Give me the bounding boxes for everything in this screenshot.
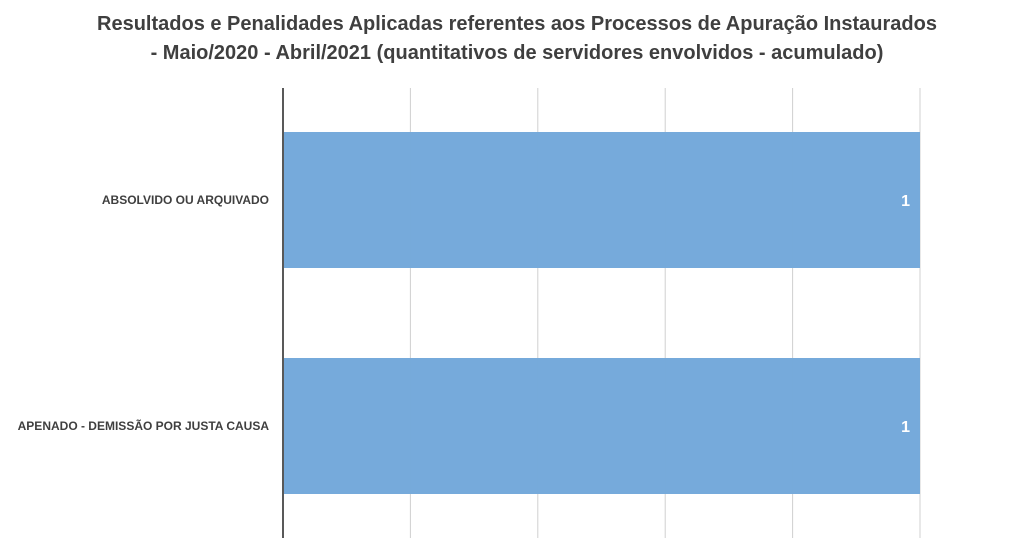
- bars: 11: [283, 132, 920, 494]
- data-label: 1: [901, 419, 910, 436]
- category-labels: ABSOLVIDO OU ARQUIVADO APENADO - DEMISSÃO…: [18, 193, 270, 433]
- category-label: ABSOLVIDO OU ARQUIVADO: [102, 193, 269, 207]
- category-label: APENADO - DEMISSÃO POR JUSTA CAUSA: [18, 418, 270, 433]
- chart-title: Resultados e Penalidades Aplicadas refer…: [0, 10, 1021, 68]
- bar: [283, 358, 920, 494]
- chart-title-line-2: - Maio/2020 - Abril/2021 (quantitativos …: [150, 42, 884, 64]
- chart-title-line-1: Resultados e Penalidades Aplicadas refer…: [97, 13, 937, 35]
- bar: [283, 132, 920, 268]
- data-label: 1: [901, 193, 910, 210]
